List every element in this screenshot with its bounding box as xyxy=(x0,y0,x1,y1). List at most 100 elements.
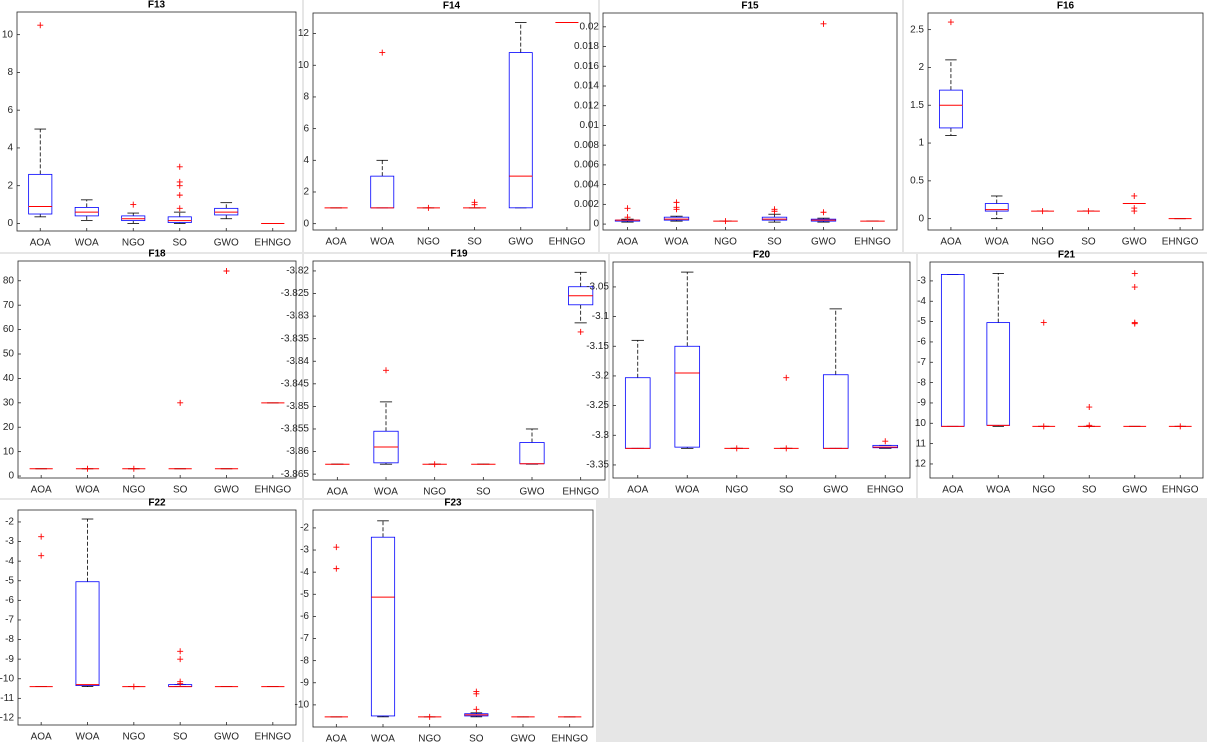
y-tick-label: -3.35 xyxy=(586,460,609,471)
y-tick-label: 20 xyxy=(3,422,15,433)
y-tick-label: 1 xyxy=(918,138,924,149)
outlier xyxy=(1131,270,1138,277)
outlier xyxy=(471,199,478,206)
y-tick-label: -5 xyxy=(300,589,309,600)
outlier xyxy=(176,192,183,199)
chart-title: F21 xyxy=(1058,250,1076,261)
x-tick-label: SO xyxy=(1082,485,1097,496)
outlier xyxy=(425,204,432,211)
y-tick-label: 0.002 xyxy=(574,199,599,210)
outlier xyxy=(473,706,480,713)
y-tick-label: -5 xyxy=(5,575,14,586)
y-tick-label: 0.016 xyxy=(574,61,599,72)
outlier xyxy=(733,445,740,452)
chart-title: F23 xyxy=(444,498,462,509)
y-tick-label: -7 xyxy=(5,615,14,626)
outlier xyxy=(473,690,480,697)
box xyxy=(167,216,192,223)
y-tick-label: 2 xyxy=(7,180,13,191)
x-tick-label: WOA xyxy=(76,732,100,742)
outlier xyxy=(176,205,183,212)
y-tick-label: -3 xyxy=(5,536,14,547)
x-tick-label: NGO xyxy=(417,237,440,248)
x-tick-label: WOA xyxy=(76,485,100,496)
x-tick-label: AOA xyxy=(327,487,348,498)
chart-title: F13 xyxy=(148,0,166,11)
y-tick-label: -2 xyxy=(5,517,14,528)
x-tick-label: WOA xyxy=(986,485,1010,496)
y-tick-label: -3 xyxy=(917,276,926,287)
chart-title: F15 xyxy=(741,1,759,12)
x-tick-label: NGO xyxy=(418,734,441,742)
outlier xyxy=(783,374,790,381)
y-tick-label: -3.845 xyxy=(281,378,310,389)
y-tick-label: -8 xyxy=(917,377,926,388)
x-tick-label: EHNGO xyxy=(551,734,588,742)
x-tick-label: GWO xyxy=(823,485,848,496)
plot-area xyxy=(929,261,1204,479)
y-tick-label: 10 xyxy=(915,418,927,429)
x-tick-label: GWO xyxy=(511,734,536,742)
x-tick-label: AOA xyxy=(940,237,961,248)
y-tick-label: -9 xyxy=(917,398,926,409)
y-tick-label: 1.5 xyxy=(910,100,924,111)
outlier xyxy=(426,713,433,720)
y-tick-label: 70 xyxy=(3,300,15,311)
outlier xyxy=(1085,208,1092,215)
x-tick-label: NGO xyxy=(725,485,748,496)
x-tick-label: SO xyxy=(173,485,188,496)
x-tick-label: WOA xyxy=(665,237,689,248)
y-tick-label: -10 xyxy=(295,700,310,711)
x-tick-label: WOA xyxy=(675,485,699,496)
plot-area xyxy=(612,261,911,479)
outlier xyxy=(37,22,44,29)
box xyxy=(370,536,396,717)
outlier xyxy=(177,648,184,655)
y-tick-label: 2 xyxy=(303,187,309,198)
y-tick-label: 10 xyxy=(3,446,15,457)
outlier xyxy=(130,465,137,472)
plot-area xyxy=(312,12,591,231)
y-tick-label: -3.825 xyxy=(281,288,310,299)
outlier xyxy=(1131,205,1138,212)
y-tick-label: -5 xyxy=(917,316,926,327)
y-tick-label: -9 xyxy=(300,677,309,688)
outlier xyxy=(624,214,631,221)
plot-area xyxy=(16,11,297,232)
y-tick-label: -3.3 xyxy=(592,430,610,441)
x-tick-label: GWO xyxy=(811,237,836,248)
x-tick-label: SO xyxy=(476,487,491,498)
y-tick-label: 4 xyxy=(7,143,13,154)
x-tick-label: AOA xyxy=(627,485,648,496)
y-tick-label: 0.008 xyxy=(574,140,599,151)
y-tick-label: 0.012 xyxy=(574,100,599,111)
box xyxy=(75,581,100,687)
y-tick-label: 0.5 xyxy=(910,175,924,186)
outlier xyxy=(1131,284,1138,291)
outlier xyxy=(130,683,137,690)
y-tick-label: 11 xyxy=(916,438,927,449)
y-tick-label: -3.855 xyxy=(281,424,310,435)
y-tick-label: 0.018 xyxy=(574,41,599,52)
plot-area xyxy=(17,260,297,479)
y-tick-label: -3.05 xyxy=(586,282,609,293)
y-tick-label: 0.02 xyxy=(580,21,600,32)
outlier xyxy=(38,552,45,559)
box xyxy=(28,173,53,215)
x-tick-label: AOA xyxy=(31,485,52,496)
outlier xyxy=(223,268,230,275)
box xyxy=(939,89,963,129)
outlier xyxy=(176,163,183,170)
y-tick-label: -4 xyxy=(917,296,926,307)
box xyxy=(872,444,899,449)
y-tick-label: -3.835 xyxy=(281,333,310,344)
x-tick-label: GWO xyxy=(1122,485,1147,496)
y-tick-label: -7 xyxy=(300,633,309,644)
y-tick-label: 6 xyxy=(7,105,13,116)
x-tick-label: EHNGO xyxy=(562,487,599,498)
x-tick-label: SO xyxy=(469,734,484,742)
y-tick-label: 12 xyxy=(298,28,310,39)
outlier xyxy=(624,205,631,212)
